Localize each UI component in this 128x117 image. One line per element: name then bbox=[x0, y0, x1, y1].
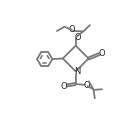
Text: O: O bbox=[61, 82, 67, 91]
Text: O: O bbox=[69, 25, 75, 34]
Text: O: O bbox=[75, 33, 82, 42]
Text: O: O bbox=[84, 82, 90, 90]
Text: O: O bbox=[98, 49, 105, 58]
Text: N: N bbox=[74, 68, 81, 76]
